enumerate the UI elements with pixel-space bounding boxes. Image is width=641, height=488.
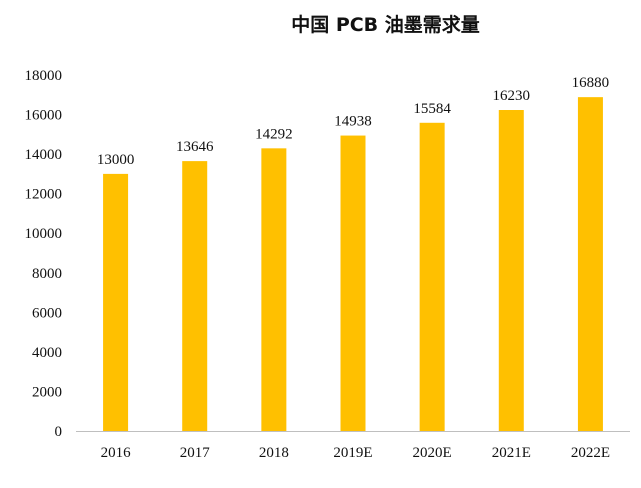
y-tick-label: 12000 [25, 187, 63, 203]
x-tick-label: 2021E [492, 445, 531, 461]
y-tick-label: 6000 [32, 305, 62, 321]
bar-2017 [182, 161, 208, 432]
data-label: 14292 [255, 126, 293, 142]
y-tick-label: 14000 [25, 147, 63, 163]
y-axis-ticks: 0 2000 4000 6000 8000 10000 12000 14000 16000 180… [25, 68, 63, 440]
data-label: 16880 [572, 75, 610, 91]
data-label: 16230 [493, 88, 531, 104]
x-tick-label: 2022E [571, 445, 610, 461]
x-tick-label: 2017 [180, 445, 211, 461]
bar-2020e [419, 122, 445, 431]
y-tick-label: 10000 [25, 226, 63, 242]
x-tick-label: 2019E [333, 445, 372, 461]
y-tick-label: 16000 [25, 108, 63, 124]
bar-2018 [261, 148, 287, 431]
chart-title: 中国 PCB 油墨需求量 [291, 14, 480, 36]
x-tick-label: 2016 [101, 445, 132, 461]
data-label: 15584 [413, 101, 451, 117]
bar-2019e [340, 135, 366, 431]
y-tick-label: 0 [55, 424, 63, 440]
bar-2022e [577, 97, 603, 431]
y-tick-label: 2000 [32, 384, 62, 400]
y-tick-label: 4000 [32, 345, 62, 361]
bar-2016 [103, 173, 129, 431]
y-tick-label: 18000 [25, 68, 63, 84]
data-labels: 13000 13646 14292 14938 15584 16230 16880 [97, 75, 609, 168]
bar-2021e [498, 110, 524, 432]
data-label: 13646 [176, 139, 214, 155]
bars [103, 97, 603, 432]
data-label: 14938 [334, 114, 372, 130]
data-label: 13000 [97, 152, 135, 168]
x-tick-label: 2018 [259, 445, 289, 461]
y-tick-label: 8000 [32, 266, 62, 282]
x-tick-label: 2020E [413, 445, 452, 461]
x-axis-ticks: 2016 2017 2018 2019E 2020E 2021E 2022E [101, 445, 610, 461]
